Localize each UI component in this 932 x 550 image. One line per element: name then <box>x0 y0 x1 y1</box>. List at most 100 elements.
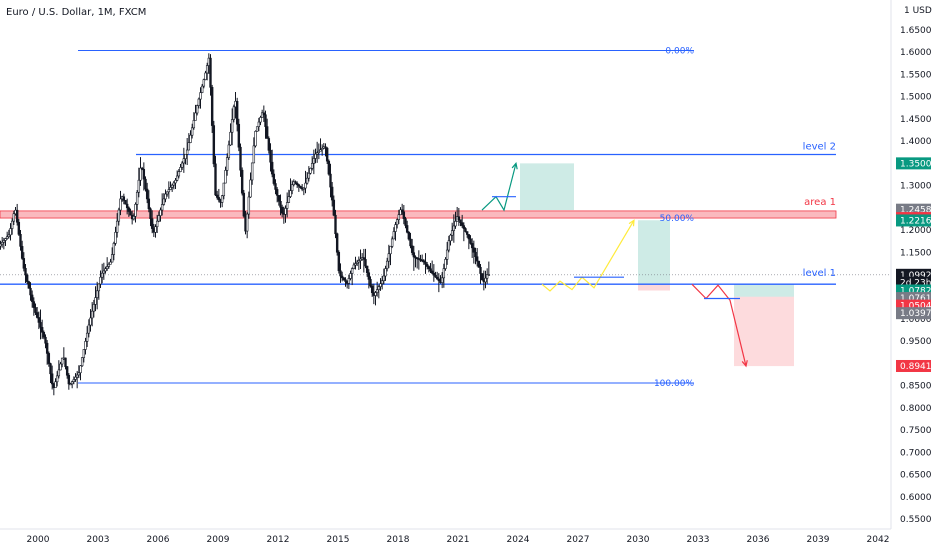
candle-body <box>124 200 127 205</box>
candle <box>210 84 214 133</box>
candle <box>315 141 319 163</box>
candle <box>485 268 489 284</box>
candle-body <box>194 112 197 121</box>
green-zone-3 <box>734 284 794 297</box>
candle <box>432 264 436 282</box>
candle <box>379 278 382 291</box>
candle <box>217 188 221 203</box>
candle <box>27 280 31 289</box>
candle <box>474 247 477 265</box>
candle-body <box>44 336 47 344</box>
candle <box>270 149 274 178</box>
candle-body <box>45 342 49 354</box>
candle <box>50 365 54 390</box>
candle-body <box>392 231 396 240</box>
candle-body <box>170 184 174 188</box>
candle <box>245 212 249 239</box>
candle-body <box>150 218 154 229</box>
candle <box>442 263 446 288</box>
candle-body <box>355 261 359 264</box>
candle-body <box>169 187 172 190</box>
y-tick-label: 1.15000 <box>900 248 932 258</box>
candle-body <box>229 131 232 146</box>
candle <box>275 187 279 203</box>
candle <box>239 143 242 177</box>
candle-body <box>254 131 257 147</box>
candle <box>402 205 406 225</box>
candle <box>214 155 217 196</box>
candle <box>254 130 257 148</box>
candle <box>54 378 57 389</box>
candle <box>167 181 171 199</box>
candle <box>127 206 131 217</box>
candle-body <box>140 167 144 170</box>
candle-body <box>265 126 269 139</box>
x-axis[interactable]: 2000 2003 2006 2009 2012 2015 2018 2021 2024 2027… <box>27 535 890 545</box>
candle <box>155 214 159 234</box>
candle-body <box>362 257 366 260</box>
candle-body <box>142 168 146 180</box>
candle-body <box>139 167 142 181</box>
candle-body <box>74 376 77 380</box>
candle-body <box>335 233 339 253</box>
candle <box>209 54 212 96</box>
candle <box>185 137 189 165</box>
candle <box>24 263 27 284</box>
candle <box>170 183 174 192</box>
currency-label[interactable]: 1 USD 0 <box>904 6 932 16</box>
candle-body <box>380 280 384 284</box>
candle-body <box>364 259 367 267</box>
candle-body <box>275 189 279 196</box>
candle-body <box>65 366 69 376</box>
candle <box>134 202 137 223</box>
candle-body <box>294 181 297 184</box>
candle-body <box>317 150 321 153</box>
price-tag-label: 1.35005 <box>900 159 932 169</box>
x-tick-label: 2003 <box>87 535 110 545</box>
candle <box>484 270 487 289</box>
candle <box>290 180 294 195</box>
candle <box>172 180 176 190</box>
candle-body <box>347 278 351 284</box>
candle <box>5 231 9 240</box>
candle <box>304 170 307 194</box>
candle-body <box>442 268 446 279</box>
candle-body <box>55 375 59 383</box>
y-tick-label: 1.50000 <box>900 93 932 103</box>
candle-body <box>320 147 324 151</box>
candle <box>284 205 287 223</box>
candle <box>365 265 369 277</box>
candle <box>35 307 39 319</box>
candle-body <box>450 230 454 236</box>
candle <box>392 227 396 240</box>
price-tag-label: 1.05042 <box>900 302 932 312</box>
price-tag-bg <box>896 359 931 372</box>
candle <box>410 238 414 256</box>
candle <box>72 376 76 385</box>
candle-body <box>474 251 477 258</box>
price-tag-label: 2d 23h <box>900 279 931 289</box>
candle <box>367 269 371 289</box>
candle <box>74 373 77 382</box>
candle-body <box>382 275 386 282</box>
candle <box>362 248 366 273</box>
price-tag-label: 1.09925 <box>900 271 932 281</box>
candle <box>462 222 466 242</box>
candle-body <box>220 195 224 203</box>
candle-body <box>374 292 377 296</box>
candle <box>302 187 306 196</box>
candle-body <box>184 154 187 159</box>
candle-body <box>257 121 261 127</box>
candle <box>349 270 352 281</box>
candle-body <box>230 119 234 133</box>
candle <box>447 235 451 253</box>
candle-body <box>467 234 471 240</box>
candle-body <box>437 278 441 282</box>
candle <box>15 203 19 226</box>
candle <box>364 248 367 269</box>
candle <box>384 265 387 281</box>
candle-body <box>77 372 81 376</box>
